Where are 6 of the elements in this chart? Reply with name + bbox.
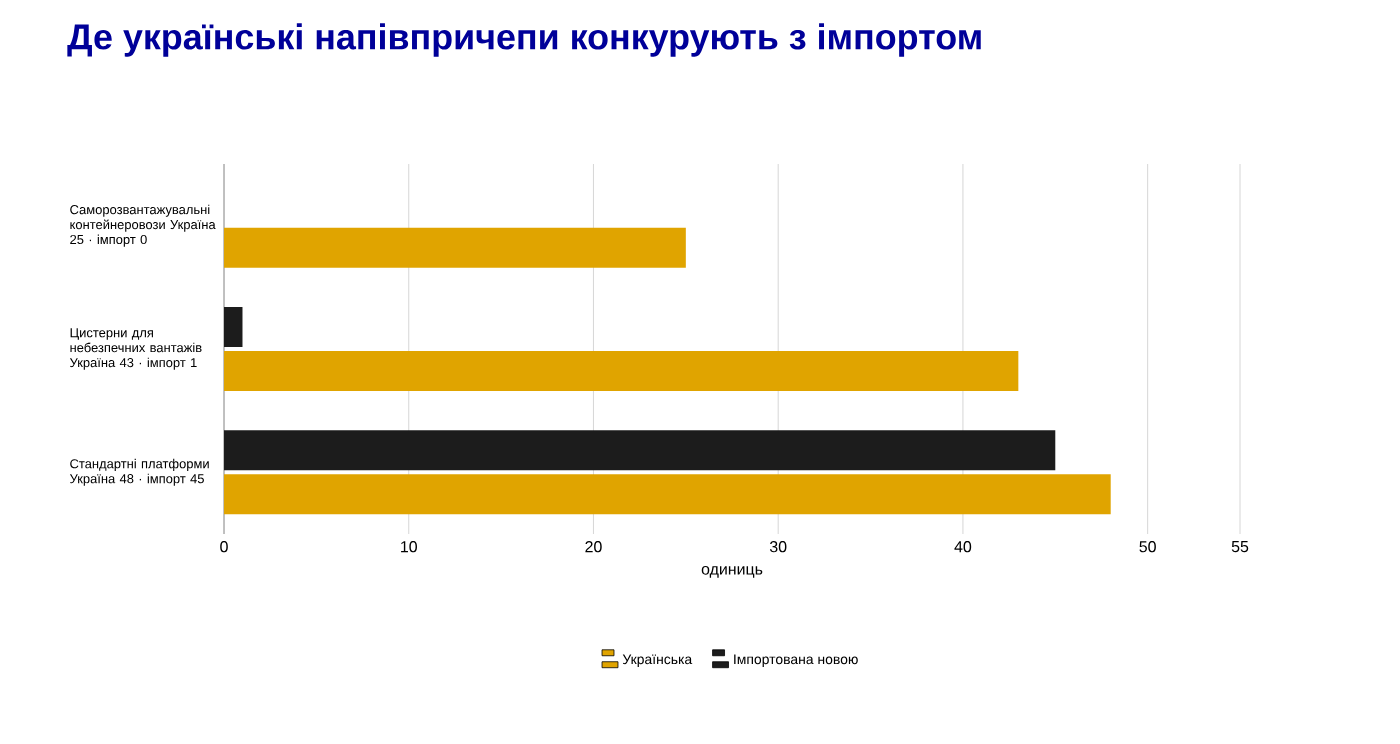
bar (224, 227, 686, 268)
bar (224, 350, 1019, 391)
bar (224, 430, 1056, 471)
bar (224, 474, 1111, 515)
bar (224, 307, 243, 348)
chart-title: Де українські напівпричепи конкурують з імпортом (67, 23, 981, 57)
